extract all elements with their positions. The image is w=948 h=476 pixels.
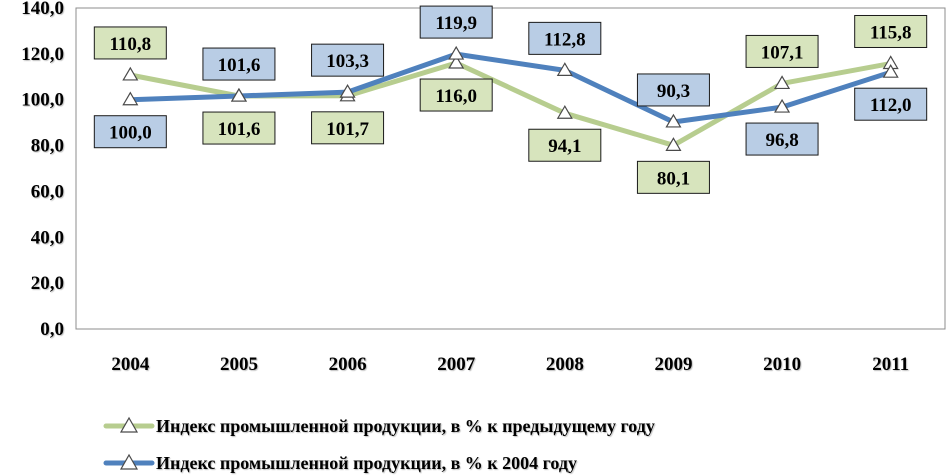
y-tick-label: 140,0 — [21, 0, 64, 19]
data-label: 119,9 — [435, 13, 477, 34]
x-tick-label: 2009 — [654, 354, 692, 375]
data-label: 107,1 — [761, 42, 804, 63]
y-tick-label: 20,0 — [31, 273, 64, 294]
data-label-box — [745, 122, 819, 156]
data-point-marker — [448, 54, 465, 69]
x-tick-label: 2010 — [763, 354, 801, 375]
y-tick-label: 80,0 — [31, 136, 64, 157]
data-point-marker — [665, 113, 682, 128]
data-label-box — [93, 26, 167, 60]
y-axis-labels: 0,0 20,0 40,0 60,0 80,0 100,0 120,0 140,0 — [21, 0, 64, 340]
data-point-marker — [556, 105, 573, 119]
plot-area-border — [75, 7, 946, 330]
y-tick-label: 0,0 — [40, 319, 64, 340]
data-point-marker — [556, 62, 573, 76]
data-label-box — [419, 5, 493, 39]
data-label: 90,3 — [657, 81, 690, 102]
data-label-box — [202, 111, 276, 145]
series-line-2 — [127, 51, 894, 125]
data-label: 112,8 — [544, 29, 586, 50]
data-point-marker — [882, 64, 899, 78]
data-label: 116,0 — [435, 86, 477, 107]
data-label-box — [93, 115, 167, 149]
y-tick-label: 120,0 — [21, 44, 64, 65]
legend-label: Индекс промышленной продукции, в % к 200… — [156, 453, 577, 473]
data-label: 115,8 — [870, 22, 912, 43]
data-label-box — [528, 21, 602, 55]
data-label-box — [745, 34, 819, 68]
y-tick-label: 60,0 — [31, 181, 64, 202]
data-point-marker — [230, 87, 247, 102]
data-label-box — [528, 128, 602, 162]
series-lines — [127, 51, 894, 148]
data-label-box — [636, 73, 710, 107]
data-label-box — [636, 160, 710, 194]
x-tick-label: 2004 — [111, 354, 150, 375]
x-axis-labels: 2004 2005 2006 2007 2008 2009 2010 2011 — [111, 354, 909, 375]
data-point-marker — [774, 98, 791, 113]
data-label: 101,6 — [218, 119, 261, 140]
data-point-marker — [774, 75, 791, 90]
data-label: 96,8 — [765, 130, 798, 151]
data-point-marker — [665, 137, 682, 151]
y-tick-label: 40,0 — [31, 227, 64, 248]
x-tick-label: 2005 — [220, 354, 258, 375]
data-label: 94,1 — [548, 136, 581, 157]
legend-marker — [119, 416, 139, 433]
legend-label: Индекс промышленной продукции, в % к пре… — [156, 416, 655, 436]
y-tick-label: 100,0 — [21, 90, 64, 111]
data-label: 100,0 — [109, 123, 152, 144]
data-label: 80,1 — [657, 168, 690, 189]
data-label: 103,3 — [326, 51, 369, 72]
legend-marker — [119, 453, 139, 470]
data-label: 112,0 — [870, 95, 912, 116]
data-labels: 110,8 101,6 101,7 116,0 94,1 80,1 107,1 115,8 10… — [93, 5, 928, 194]
chart-axes — [75, 7, 946, 330]
data-point-marker — [339, 83, 356, 98]
data-label-box — [311, 43, 385, 77]
x-tick-label: 2011 — [872, 354, 909, 375]
data-point-marker — [448, 45, 465, 60]
data-label-box — [854, 87, 928, 121]
x-tick-label: 2007 — [437, 354, 476, 375]
legend: Индекс промышленной продукции, в % к пре… — [103, 416, 655, 473]
data-label: 101,7 — [326, 119, 369, 140]
data-point-marker — [122, 91, 139, 106]
data-label: 110,8 — [109, 34, 151, 55]
series-markers — [122, 45, 899, 151]
x-tick-label: 2006 — [329, 354, 367, 375]
data-point-marker — [122, 66, 139, 81]
x-tick-label: 2008 — [546, 354, 584, 375]
data-label-box — [311, 111, 385, 145]
data-label-box — [202, 47, 276, 81]
data-label: 101,6 — [218, 55, 261, 76]
data-label-box — [854, 14, 928, 48]
data-label-box — [419, 78, 493, 112]
